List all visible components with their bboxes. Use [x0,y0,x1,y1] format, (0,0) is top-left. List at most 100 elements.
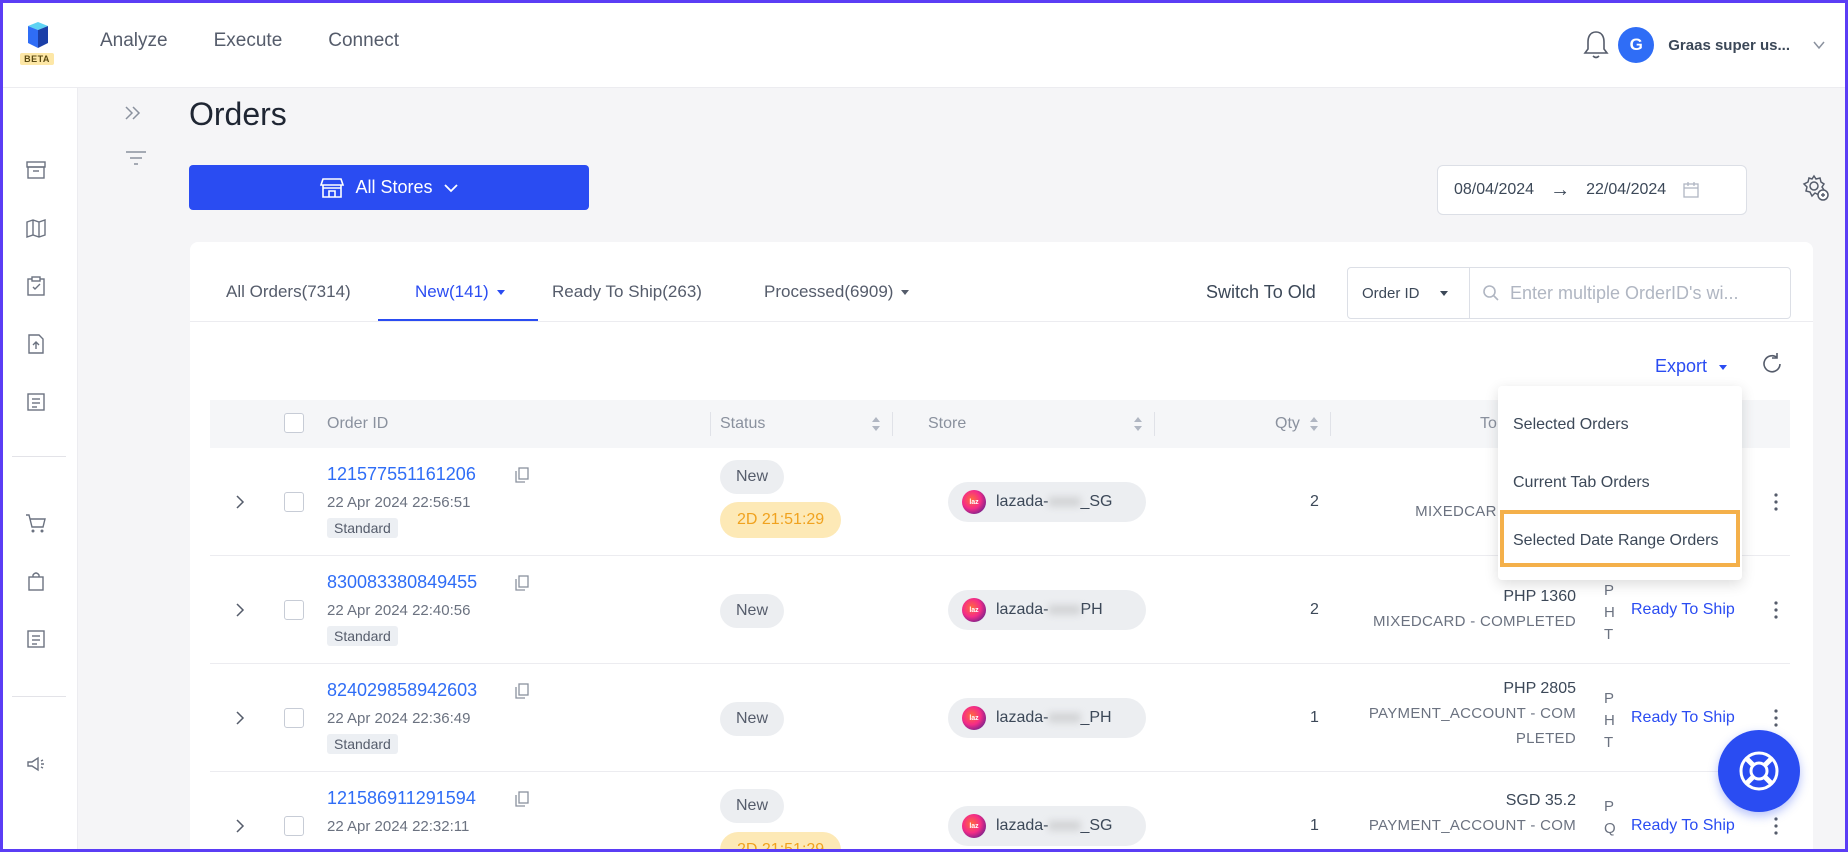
payment-method-cont: PLETED [1515,730,1576,747]
megaphone-icon[interactable] [24,752,48,776]
clipboard-check-icon[interactable] [24,274,48,298]
tab-ready-to-ship[interactable]: Ready To Ship(263) [552,282,702,301]
sort-icon[interactable] [1308,414,1320,434]
more-options-icon[interactable] [1773,708,1779,728]
cart-icon[interactable] [24,511,48,535]
col-divider [710,412,711,436]
avatar[interactable]: G [1618,27,1655,63]
caret-down-icon [1719,364,1728,370]
col-divider [1154,412,1155,436]
more-options-icon[interactable] [1773,600,1779,620]
table-row[interactable]: 121577551161206 22 Apr 2024 22:56:51 Sta… [210,448,1790,556]
store-chip: laz lazada-xxxx_SG [948,806,1146,846]
refresh-icon[interactable] [1760,352,1784,376]
sidebar-divider [12,456,66,457]
row-checkbox[interactable] [284,492,304,512]
settings-gear-icon[interactable] [1802,174,1830,202]
store-name: lazada-xxxx_PH [996,709,1112,726]
store-chip: laz lazada-xxxxPH [948,590,1146,630]
store-icon [320,177,345,198]
export-selected-orders[interactable]: Selected Orders [1513,416,1629,433]
copy-icon[interactable] [515,791,529,807]
tab-processed[interactable]: Processed(6909) [764,282,910,302]
truncated-info: P H T [1604,690,1615,751]
copy-icon[interactable] [515,683,529,699]
col-status[interactable]: Status [720,415,766,432]
order-id-link[interactable]: 830083380849455 [327,572,478,592]
truncated-info: P H T [1604,582,1615,643]
file-upload-icon[interactable] [24,332,48,356]
chevron-right-icon[interactable] [234,710,246,726]
expand-sidebar-icon[interactable] [122,102,144,124]
tab-new[interactable]: New(141) [415,282,505,302]
sort-icon[interactable] [870,414,882,434]
date-start[interactable]: 08/04/2024 [1454,181,1535,198]
select-all-checkbox[interactable] [284,413,304,433]
date-end[interactable]: 22/04/2024 [1586,181,1667,198]
col-qty[interactable]: Qty [1275,415,1300,432]
export-current-tab-orders[interactable]: Current Tab Orders [1513,474,1650,491]
order-id-link[interactable]: 824029858942603 [327,680,478,700]
chevron-right-icon[interactable] [234,602,246,618]
bell-icon[interactable] [1582,29,1610,61]
nav-analyze[interactable]: Analyze [100,30,168,51]
sort-icon[interactable] [1132,414,1144,434]
quantity: 2 [1310,601,1319,618]
status-badge: New [720,594,785,628]
search-input[interactable]: Enter multiple OrderID's wi... [1470,283,1790,304]
table-row[interactable]: 121586911291594 22 Apr 2024 22:32:11 New… [210,772,1790,852]
lazada-logo-icon: laz [962,490,986,514]
ready-to-ship-button[interactable]: Ready To Ship [1631,601,1735,618]
more-options-icon[interactable] [1773,492,1779,512]
archive-icon[interactable] [24,158,48,182]
date-arrow: → [1550,178,1571,201]
nav-connect[interactable]: Connect [328,30,400,51]
table-row[interactable]: 830083380849455 22 Apr 2024 22:40:56 Sta… [210,556,1790,664]
order-id-link[interactable]: 121577551161206 [327,464,476,484]
more-options-icon[interactable] [1773,816,1779,836]
row-checkbox[interactable] [284,600,304,620]
export-button[interactable]: Export [1655,356,1728,377]
list-document-icon[interactable] [24,390,48,414]
col-order-id: Order ID [327,415,389,432]
copy-icon[interactable] [515,575,529,591]
ready-to-ship-button[interactable]: Ready To Ship [1631,709,1735,726]
filter-icon[interactable] [124,148,148,170]
order-date: 22 Apr 2024 22:32:11 [327,818,470,835]
date-range-picker[interactable]: 08/04/2024 → 22/04/2024 [1437,165,1747,215]
beta-badge: BETA [20,53,54,65]
chevron-right-icon[interactable] [234,494,246,510]
order-total: SGD 35.2 [1505,792,1576,809]
nav-execute[interactable]: Execute [213,30,283,51]
support-button[interactable] [1718,730,1800,812]
active-tab-indicator [378,319,538,322]
all-stores-button[interactable]: All Stores [189,165,589,210]
calendar-icon [1683,182,1699,198]
col-total: To [1480,415,1497,432]
chevron-down-icon[interactable] [1812,38,1826,52]
quantity: 2 [1310,493,1319,510]
row-checkbox[interactable] [284,708,304,728]
user-area: G Graas super us... [1582,27,1826,63]
store-chip: laz lazada-xxxx_PH [948,698,1146,738]
order-date: 22 Apr 2024 22:40:56 [327,602,471,619]
shopping-bag-icon[interactable] [24,569,48,593]
ready-to-ship-button[interactable]: Ready To Ship [1631,817,1735,834]
chevron-right-icon[interactable] [234,818,246,834]
export-selected-date-range-orders[interactable]: Selected Date Range Orders [1513,532,1719,549]
tab-all-orders[interactable]: All Orders(7314) [226,282,351,301]
copy-icon[interactable] [515,467,529,483]
sidebar-divider [12,696,66,697]
switch-to-old-link[interactable]: Switch To Old [1206,282,1316,302]
lazada-logo-icon: laz [962,598,986,622]
table-row[interactable]: 824029858942603 22 Apr 2024 22:36:49 Sta… [210,664,1790,772]
report-icon[interactable] [24,627,48,651]
order-id-link[interactable]: 121586911291594 [327,788,476,808]
app-logo[interactable]: BETA [18,20,56,74]
map-icon[interactable] [24,216,48,240]
row-checkbox[interactable] [284,816,304,836]
col-store[interactable]: Store [928,415,967,432]
search-field-select[interactable]: Order ID [1348,268,1470,318]
user-name[interactable]: Graas super us... [1668,36,1790,54]
tab-new-label: New(141) [415,282,489,301]
